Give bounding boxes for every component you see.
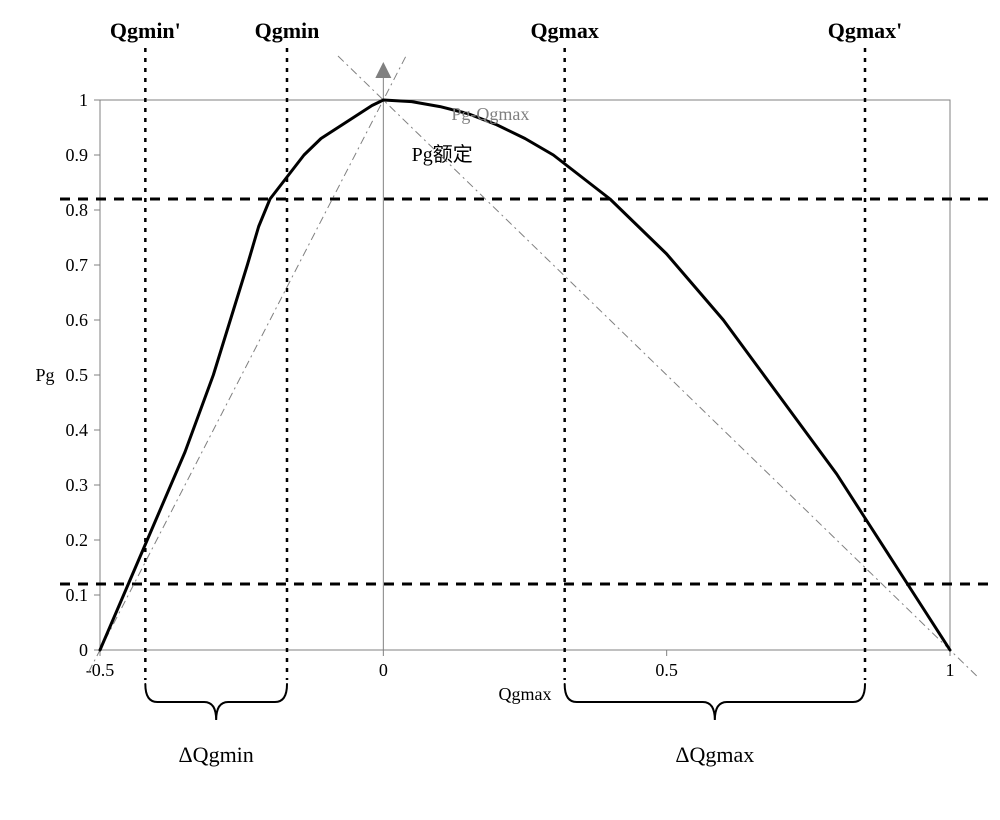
curly-brace — [145, 684, 287, 720]
y-tick-label: 0 — [79, 640, 88, 660]
y-tick-label: 0.1 — [66, 585, 89, 605]
y-axis-label: Pg — [35, 365, 54, 385]
y-tick-label: 0.7 — [66, 255, 89, 275]
top-label: Qgmax' — [828, 18, 903, 43]
x-axis-label: Qgmax — [499, 684, 552, 704]
diagonal-guide — [89, 56, 406, 672]
y-tick-label: 0.8 — [66, 200, 89, 220]
top-label: Qgmax — [530, 18, 598, 43]
plot-border — [100, 100, 950, 650]
pg-qgmax-curve — [100, 100, 950, 650]
curly-brace — [565, 684, 865, 720]
x-tick-label: 1 — [946, 660, 955, 680]
chart-title: Pg-Qgmax — [451, 104, 529, 124]
y-tick-label: 0.5 — [66, 365, 89, 385]
pg-qgmax-chart: -0.500.5100.10.20.30.40.50.60.70.80.91Qg… — [0, 0, 1000, 815]
pg-rated-label: Pg额定 — [412, 143, 473, 166]
x-tick-label: 0 — [379, 660, 388, 680]
center-axis-arrow — [375, 62, 391, 78]
y-tick-label: 0.6 — [66, 310, 89, 330]
y-tick-label: 0.4 — [66, 420, 89, 440]
delta-qgmin-label: ΔQgmin — [179, 742, 254, 767]
top-label: Qgmin — [255, 18, 320, 43]
y-tick-label: 1 — [79, 90, 88, 110]
y-tick-label: 0.3 — [66, 475, 89, 495]
x-tick-label: 0.5 — [655, 660, 678, 680]
y-tick-label: 0.2 — [66, 530, 89, 550]
y-tick-label: 0.9 — [66, 145, 89, 165]
chart-container: -0.500.5100.10.20.30.40.50.60.70.80.91Qg… — [0, 0, 1000, 815]
delta-qgmax-label: ΔQgmax — [675, 742, 754, 767]
top-label: Qgmin' — [110, 18, 181, 43]
